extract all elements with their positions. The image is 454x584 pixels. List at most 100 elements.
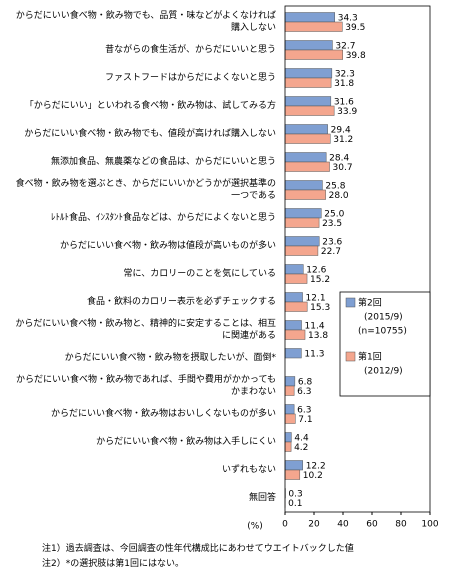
bar — [284, 217, 320, 228]
bar — [284, 329, 306, 340]
value-label: 39.5 — [345, 23, 365, 33]
category-label: からだにいい食べ物・飲み物と、精神的に安定することは、相互に関連がある — [15, 319, 276, 341]
bar — [284, 236, 320, 247]
value-label: 28.0 — [329, 191, 349, 201]
note: 注1）過去調査は、今回調査の性年代構成比にあわせてウエイトバックした値 — [42, 544, 354, 554]
value-label: 4.2 — [294, 443, 308, 453]
legend-box — [339, 291, 431, 397]
value-label: 15.2 — [310, 275, 330, 285]
value-label: 6.8 — [298, 377, 313, 387]
category-label: 常に、カロリーのことを気にしている — [123, 269, 276, 279]
value-label: 12.6 — [306, 265, 326, 275]
value-label: 7.1 — [298, 415, 312, 425]
value-label: 10.2 — [303, 471, 323, 481]
bar — [284, 124, 328, 135]
category-label: 無回答 — [248, 493, 276, 503]
x-tick-label: 0 — [282, 520, 288, 530]
value-label: 23.5 — [322, 219, 342, 229]
bar — [284, 385, 295, 396]
category-label: からだにいい食べ物・飲み物は値段が高いものが多い — [59, 241, 276, 251]
category-label: からだにいい食べ物・飲み物を摂取したいが、面倒* — [64, 353, 276, 363]
bar — [284, 301, 308, 312]
value-label: 12.1 — [306, 293, 326, 303]
bar — [284, 469, 301, 480]
value-label: 30.7 — [333, 163, 353, 173]
value-label: 31.6 — [334, 97, 354, 107]
bar — [284, 49, 343, 60]
value-label: 11.3 — [304, 349, 324, 359]
value-label: 39.8 — [346, 51, 366, 61]
legend-sample: (n=10755) — [358, 327, 407, 337]
value-label: 12.2 — [306, 461, 326, 471]
x-tick-label: 60 — [366, 520, 378, 530]
bar — [284, 68, 333, 79]
bar — [284, 432, 292, 443]
plot-frame — [284, 5, 431, 513]
value-label: 0.3 — [288, 489, 302, 499]
bar — [284, 320, 302, 331]
legend-label: 第2回 — [358, 297, 382, 309]
bar — [284, 96, 332, 107]
bar — [284, 404, 295, 415]
bar — [284, 376, 296, 387]
category-label: 「からだにいい」といわれる食べ物・飲み物は、試してみる方 — [24, 101, 276, 111]
category-label: 昔ながらの食生活が、からだにいいと思う — [105, 45, 276, 55]
bar — [284, 105, 335, 116]
legend-label: 第1回 — [358, 351, 382, 363]
value-label: 31.8 — [334, 79, 354, 89]
value-label: 15.3 — [310, 303, 330, 313]
category-label: 食べ物・飲み物を選ぶとき、からだにいいかどうかが選択基準の一つである — [15, 179, 276, 201]
value-label: 6.3 — [297, 387, 311, 397]
value-label: 11.4 — [305, 321, 325, 331]
value-label: 0.1 — [288, 499, 302, 509]
category-label: からだにいい食べ物・飲み物であれば、手間や費用がかかってもかまわない — [15, 375, 276, 397]
bar — [284, 40, 333, 51]
value-label: 22.7 — [321, 247, 341, 257]
bar — [284, 460, 303, 471]
note: 注2）*の選択肢は第1回にはない。 — [42, 559, 184, 569]
category-label: からだにいい食べ物・飲み物でも、値段が高ければ購入しない — [24, 129, 276, 139]
value-label: 6.3 — [297, 405, 311, 415]
legend-period: (2012/9) — [364, 367, 403, 377]
bar — [284, 273, 308, 284]
x-tick-label: 40 — [337, 520, 349, 530]
x-axis-label: (%) — [247, 522, 263, 532]
bar — [284, 264, 304, 275]
value-label: 23.6 — [322, 237, 342, 247]
category-label: からだにいい食べ物・飲み物は入手しにくい — [96, 437, 276, 447]
bar — [284, 180, 323, 191]
category-label: からだにいい食べ物・飲み物でも、品質・味などがよくなければ購入しない — [15, 11, 276, 33]
legend-period: (2015/9) — [364, 313, 403, 323]
x-tick-label: 100 — [421, 520, 438, 530]
category-label: ファストフードはからだによくないと思う — [104, 73, 276, 83]
value-label: 33.9 — [337, 107, 357, 117]
value-label: 4.4 — [294, 433, 309, 443]
bar — [284, 292, 303, 303]
category-label: 無添加食品、無農薬などの食品は、からだにいいと思う — [50, 157, 276, 167]
bar — [284, 12, 335, 23]
bar — [284, 77, 332, 88]
bar — [284, 21, 343, 32]
bar — [284, 245, 319, 256]
value-label: 34.3 — [338, 13, 358, 23]
bar — [284, 441, 292, 452]
legend-swatch — [345, 351, 356, 362]
legend-swatch — [345, 297, 356, 308]
bar — [284, 189, 326, 200]
category-label: からだにいい食べ物・飲み物はおいしくないものが多い — [50, 409, 276, 419]
bar — [284, 152, 327, 163]
value-label: 32.3 — [335, 69, 355, 79]
value-label: 31.2 — [333, 135, 353, 145]
bar — [284, 348, 302, 359]
value-label: 32.7 — [335, 41, 355, 51]
category-label: ﾚﾄﾙﾄ食品、ｲﾝｽﾀﾝﾄ食品などは、からだによくないと思う — [50, 213, 276, 223]
value-label: 25.0 — [324, 209, 344, 219]
bar — [284, 208, 322, 219]
bar — [284, 161, 330, 172]
value-label: 28.4 — [329, 153, 349, 163]
category-label: 食品・飲料のカロリー表示を必ずチェックする — [86, 297, 276, 307]
value-label: 29.4 — [331, 125, 351, 135]
bar — [284, 133, 331, 144]
